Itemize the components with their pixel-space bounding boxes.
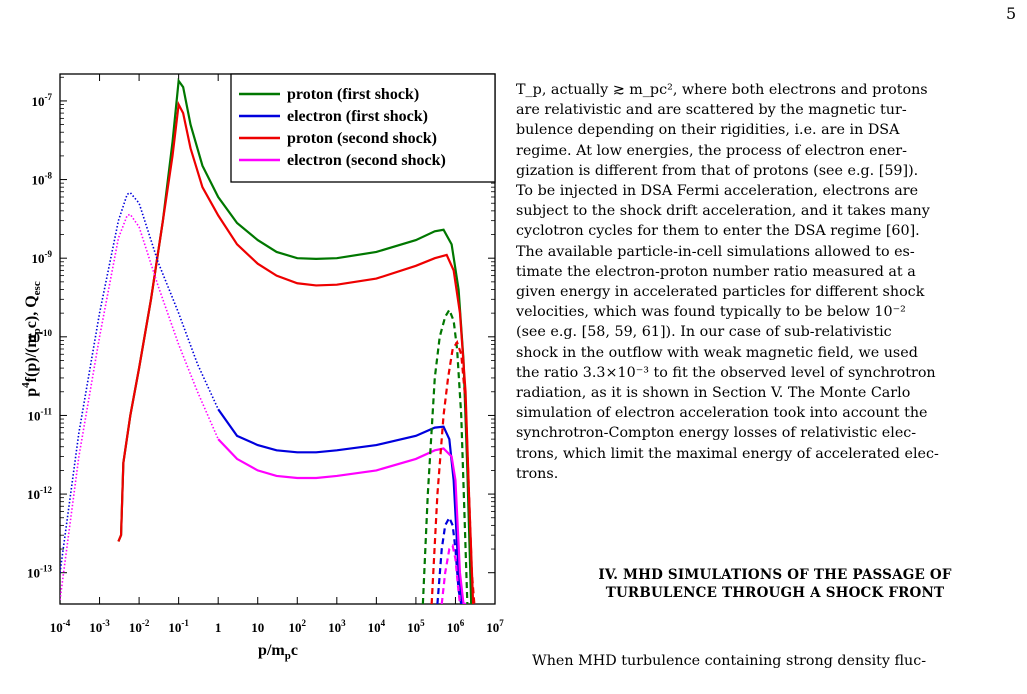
series-line: [217, 408, 466, 604]
paragraph-1-line: trons.: [516, 465, 559, 482]
x-tick-label: 10: [251, 620, 264, 635]
paragraph-1-line: bulence depending on their rigidities, i…: [516, 122, 900, 139]
paragraph-1-line: trons, which limit the maximal energy of…: [516, 445, 939, 462]
series-line-dotted: [60, 213, 219, 601]
paragraph-1-line: (see e.g. [58, 59, 61]). In our case of …: [516, 324, 892, 341]
paragraph-1: T_p, actually ≳ m_pc², where both electr…: [516, 80, 1021, 484]
section-heading-line-1: IV. MHD SIMULATIONS OF THE PASSAGE OF: [598, 567, 952, 583]
spectrum-figure: 10-4 10-3 10-2 10-1 1 10 102 103 104 105 106 107 10…: [20, 73, 505, 662]
y-tick-label: 10-11: [27, 406, 52, 423]
paragraph-1-line: regime. At low energies, the process of …: [516, 142, 907, 159]
paragraph-2-line-1: When MHD turbulence containing strong de…: [532, 653, 927, 669]
x-axis-label: p/mpc: [258, 642, 298, 662]
paragraph-1-line: simulation of electron acceleration took…: [516, 405, 928, 422]
page-number: 5: [1006, 4, 1017, 23]
paragraph-1-line: the ratio 3.3×10⁻³ to fit the observed l…: [516, 364, 936, 381]
paragraph-1-line: are relativistic and are scattered by th…: [516, 102, 907, 119]
paragraph-1-line: timate the electron-proton number ratio …: [516, 263, 916, 280]
x-tick-label: 10-1: [168, 618, 189, 635]
series-line: [117, 100, 475, 604]
y-tick-labels: 10-13 10-12 10-11 10-10 10-9 10-8 10-7: [27, 92, 52, 581]
legend-label: proton (second shock): [287, 130, 437, 147]
series-line-dashed: [430, 339, 476, 604]
x-tick-labels: 10-4 10-3 10-2 10-1 1 10 102 103 104 105 106 107: [50, 618, 505, 635]
paragraph-1-line: radiation, as it is shown in Section V. …: [516, 385, 911, 402]
x-tick-label: 104: [368, 618, 386, 635]
body-text-column: T_p, actually ≳ m_pc², where both electr…: [516, 80, 1021, 484]
legend-label: electron (first shock): [287, 108, 428, 125]
legend-label: proton (first shock): [287, 86, 419, 103]
series-line-dashed: [440, 543, 462, 604]
paragraph-1-line: T_p, actually ≳ m_pc², where both electr…: [516, 82, 928, 98]
paragraph-2: When MHD turbulence containing strong de…: [516, 651, 1021, 671]
series-line-dashed: [436, 515, 463, 604]
paragraph-1-line: velocities, which was found typically to…: [516, 304, 906, 321]
legend: proton (first shock) electron (first shoc…: [230, 73, 496, 183]
paragraph-1-line: The available particle-in-cell simulatio…: [516, 243, 915, 260]
x-tick-label: 1: [215, 620, 222, 635]
y-axis-label: p4f(p)/(mpc), Qesc: [20, 281, 43, 397]
legend-label: electron (second shock): [287, 152, 446, 169]
x-tick-label: 10-3: [89, 618, 110, 635]
legend-box: [230, 73, 496, 183]
paragraph-1-line: cyclotron cycles for them to enter the D…: [516, 223, 920, 240]
y-tick-label: 10-9: [32, 249, 53, 266]
series-line-dashed: [421, 307, 469, 604]
section-heading: IV. MHD SIMULATIONS OF THE PASSAGE OF TU…: [540, 566, 1010, 602]
x-tick-label: 103: [328, 618, 346, 635]
x-tick-label: 107: [486, 618, 504, 635]
paragraph-1-line: given energy in accelerated particles fo…: [516, 284, 925, 301]
x-tick-label: 10-2: [129, 618, 150, 635]
paragraph-1-line: gization is different from that of proto…: [516, 162, 919, 179]
paragraph-1-line: subject to the shock drift acceleration,…: [516, 203, 930, 220]
data-curves: [60, 77, 476, 604]
x-tick-label: 105: [407, 618, 425, 635]
paragraph-1-line: shock in the outflow with weak magnetic …: [516, 344, 918, 361]
y-tick-label: 10-10: [27, 328, 52, 345]
section-heading-line-2: TURBULENCE THROUGH A SHOCK FRONT: [605, 585, 945, 601]
series-line: [217, 438, 467, 604]
paragraph-1-line: synchrotron-Compton energy losses of rel…: [516, 425, 917, 442]
y-tick-label: 10-13: [27, 564, 52, 581]
x-tick-label: 102: [289, 618, 307, 635]
series-line-dotted: [60, 191, 219, 573]
y-tick-label: 10-12: [27, 485, 52, 502]
y-tick-label: 10-7: [32, 92, 53, 109]
x-tick-label: 10-4: [50, 618, 71, 635]
y-tick-label: 10-8: [32, 171, 53, 188]
x-tick-label: 106: [447, 618, 465, 635]
paragraph-1-line: To be injected in DSA Fermi acceleration…: [516, 183, 919, 200]
